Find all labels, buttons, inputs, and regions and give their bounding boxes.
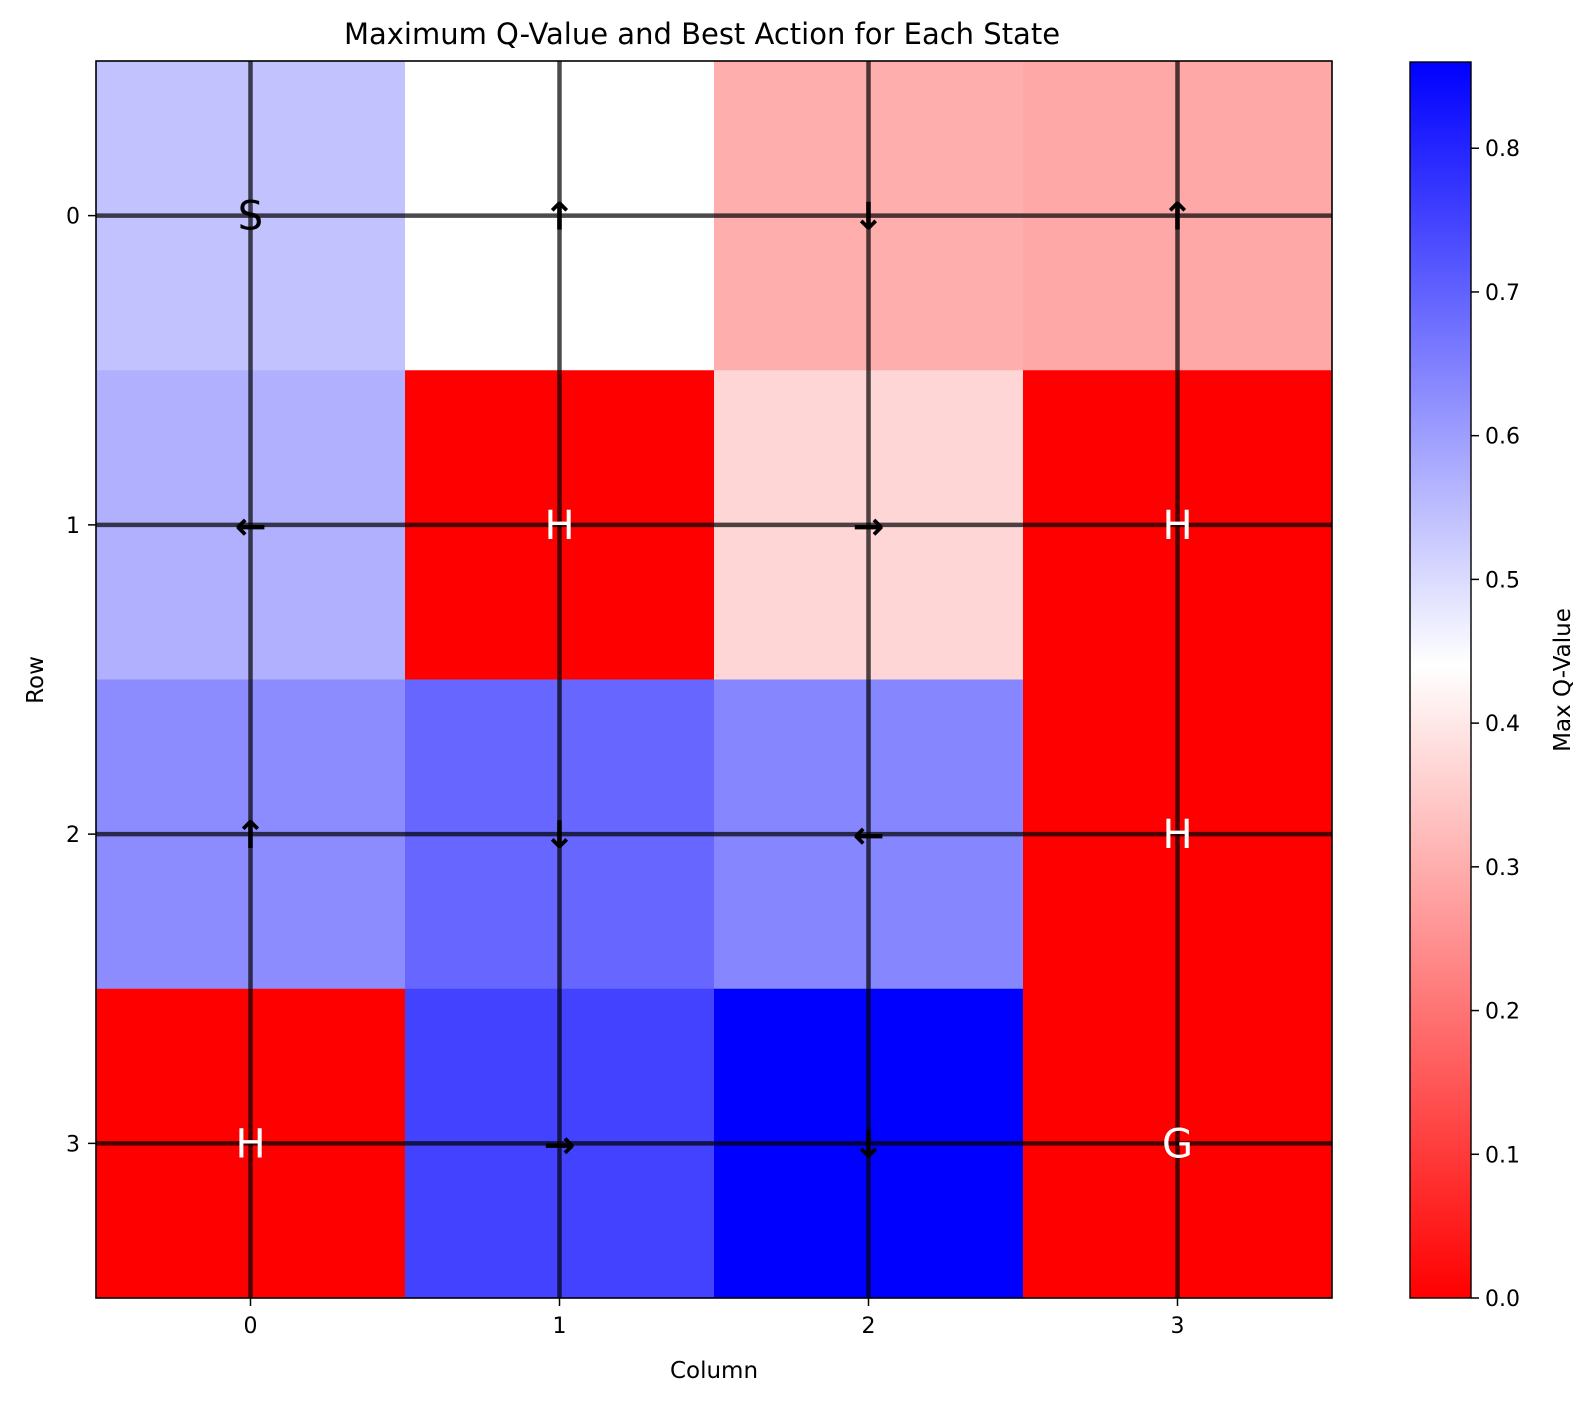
colorbar-tick-label: 0.2 — [1485, 1000, 1520, 1025]
colorbar-ticks: 0.0 0.1 0.2 0.3 0.4 0.5 0.6 0.7 0.8 — [1471, 137, 1520, 1312]
y-tick-label: 0 — [66, 205, 80, 230]
x-axis-label: Column — [670, 1358, 758, 1384]
best-action-arrow: ← — [235, 504, 267, 548]
cell-state-label: H — [544, 503, 574, 549]
grid-lines — [96, 61, 1332, 1298]
best-action-arrow: ← — [853, 813, 885, 857]
colorbar-tick-label: 0.5 — [1485, 568, 1520, 593]
x-tick-label: 0 — [244, 1314, 258, 1339]
best-action-arrow: ↓ — [853, 1122, 885, 1166]
colorbar-tick-label: 0.8 — [1485, 137, 1520, 162]
colorbar-tick-label: 0.3 — [1485, 856, 1520, 881]
chart-title: Maximum Q-Value and Best Action for Each… — [344, 17, 1060, 51]
x-tick-label: 1 — [553, 1314, 567, 1339]
plot-frame — [95, 60, 1333, 1299]
y-tick-label: 1 — [66, 514, 80, 539]
y-tick-label: 2 — [66, 823, 80, 848]
best-action-arrow: ↓ — [544, 813, 576, 857]
colorbar-tick-label: 0.0 — [1485, 1287, 1520, 1312]
x-axis-ticks: 0 1 2 3 — [244, 1298, 1185, 1339]
colorbar-label: Max Q-Value — [1550, 608, 1576, 752]
colorbar-tick-label: 0.4 — [1485, 712, 1520, 737]
cell-state-label: H — [235, 1121, 265, 1167]
colorbar-tick-label: 0.1 — [1485, 1143, 1520, 1168]
cell-state-label: H — [1162, 503, 1192, 549]
colorbar — [1409, 61, 1472, 1299]
x-tick-label: 2 — [862, 1314, 876, 1339]
x-tick-label: 3 — [1171, 1314, 1185, 1339]
y-tick-label: 3 — [66, 1132, 80, 1157]
heatmap-cells — [96, 61, 1333, 1299]
cell-annotations: S ↑ ↓ ↑ ← H → H ↑ ↓ ← H H → ↓ G — [235, 194, 1194, 1168]
cell-state-label: G — [1162, 1121, 1193, 1167]
best-action-arrow: ↑ — [235, 813, 267, 857]
best-action-arrow: ↑ — [1162, 195, 1194, 239]
best-action-arrow: ↑ — [544, 195, 576, 239]
y-axis-label: Row — [23, 656, 49, 704]
colorbar-tick-label: 0.7 — [1485, 281, 1520, 306]
best-action-arrow: → — [853, 504, 885, 548]
best-action-arrow: ↓ — [853, 195, 885, 239]
colorbar-tick-label: 0.6 — [1485, 425, 1520, 450]
cell-state-label: H — [1162, 812, 1192, 858]
best-action-arrow: → — [544, 1122, 576, 1166]
y-axis-ticks: 0 1 2 3 — [66, 205, 96, 1157]
cell-state-label: S — [238, 194, 263, 240]
